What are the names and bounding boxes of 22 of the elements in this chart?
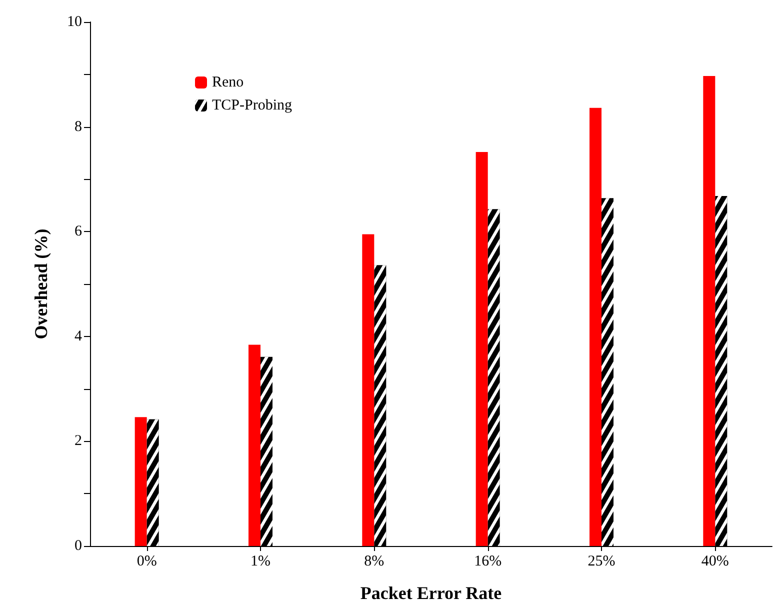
bar xyxy=(703,76,716,546)
bar xyxy=(248,344,260,546)
y-tick-label: 2 xyxy=(74,433,82,450)
x-tick-label: 25% xyxy=(588,554,616,570)
bar xyxy=(590,108,602,546)
x-axis-title: Packet Error Rate xyxy=(360,583,502,603)
x-tick-label: 40% xyxy=(701,554,729,570)
x-tick-label: 8% xyxy=(364,554,384,570)
bar xyxy=(362,234,374,546)
y-tick-label: 0 xyxy=(74,538,82,554)
y-tick-label: 6 xyxy=(74,224,82,240)
x-tick-label: 16% xyxy=(474,554,502,570)
x-tick-label: 1% xyxy=(250,554,270,570)
y-tick-label: 8 xyxy=(74,118,82,135)
y-tick-label: 4 xyxy=(74,328,82,344)
bar xyxy=(134,417,147,546)
x-tick-label: 0% xyxy=(136,554,157,570)
legend-label: Reno xyxy=(212,74,244,90)
y-tick-label: 10 xyxy=(67,14,82,30)
bar xyxy=(476,152,488,546)
y-axis-title: Overhead (%) xyxy=(31,228,51,340)
legend-label: TCP-Probing xyxy=(212,98,293,114)
